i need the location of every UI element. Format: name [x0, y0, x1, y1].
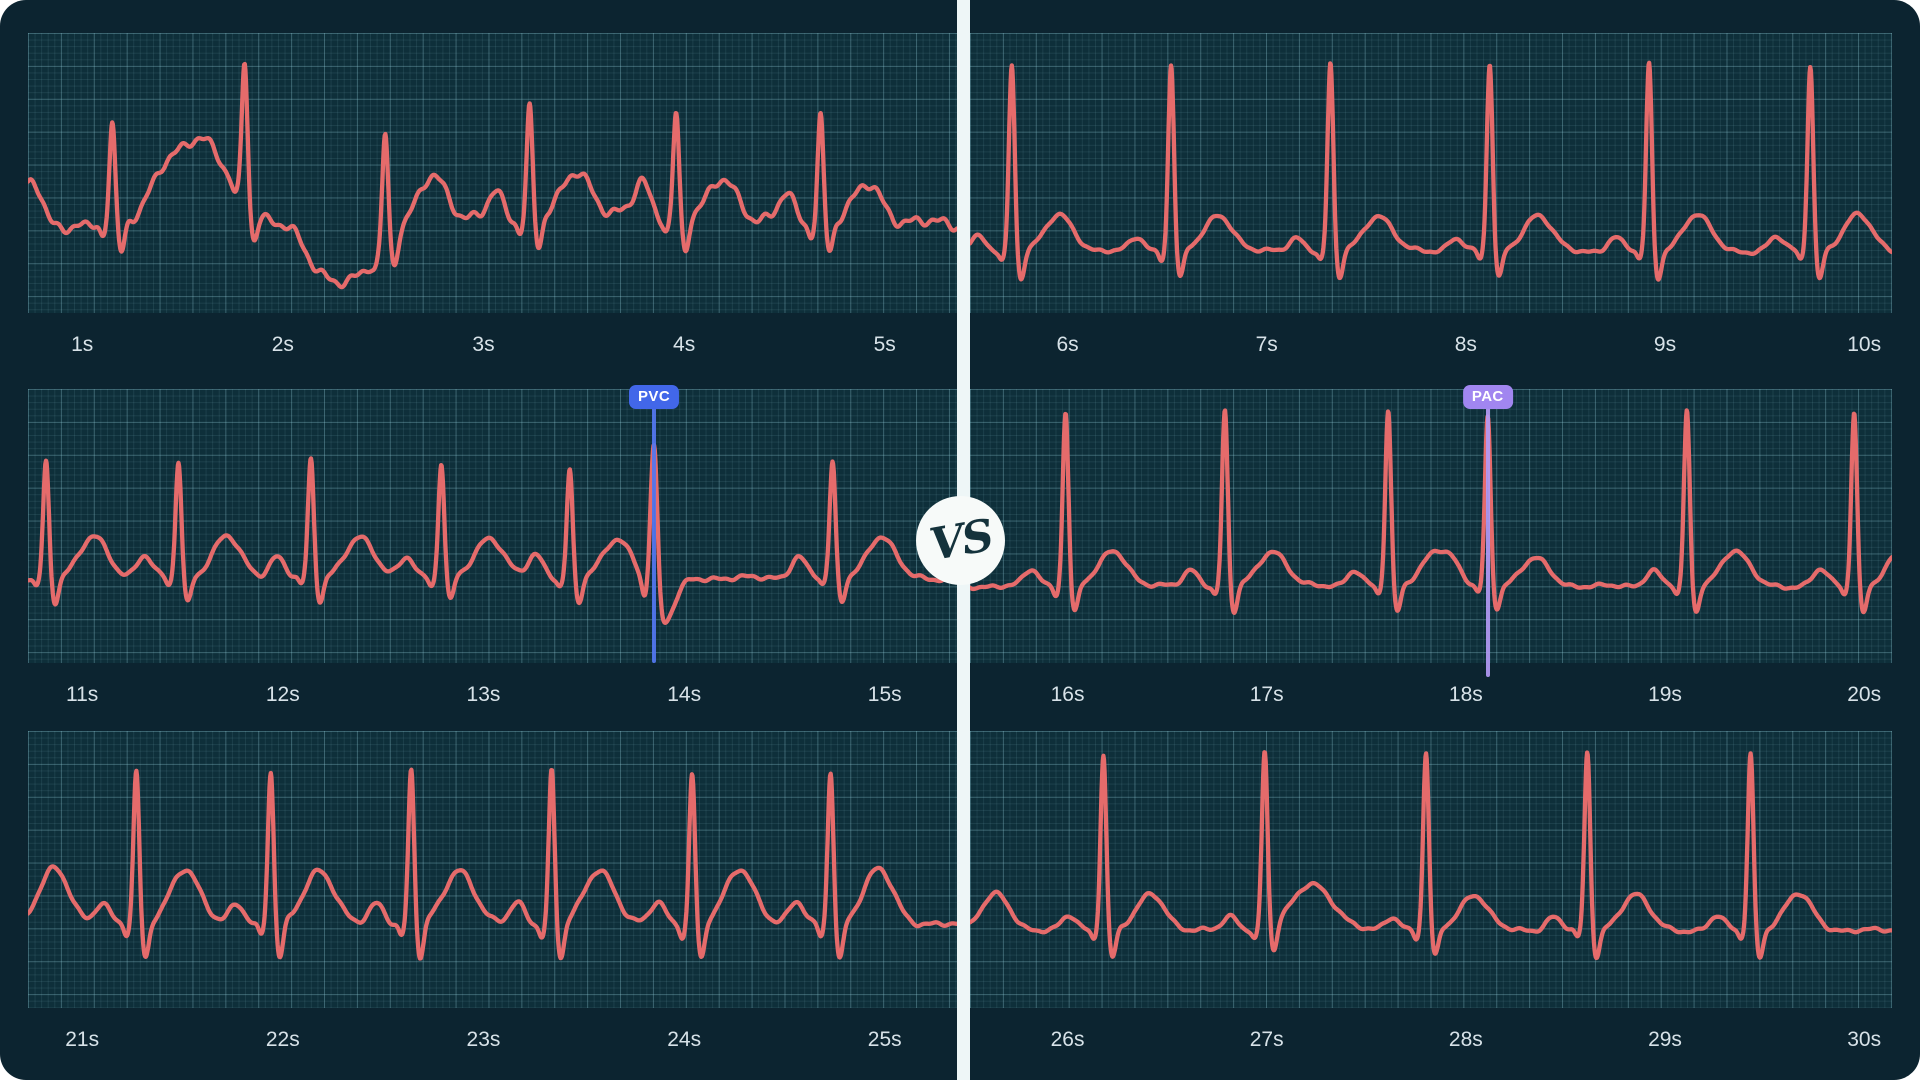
ecg-waveform — [28, 61, 957, 290]
time-tick-label: 14s — [667, 683, 702, 706]
time-tick-label: 27s — [1249, 1028, 1284, 1051]
ecg-strip-middle-left: PVC 11s 12s 13s 14s 15s — [28, 385, 957, 706]
time-tick-label: 15s — [867, 683, 902, 706]
time-tick-label: 13s — [466, 683, 501, 706]
pvc-marker-line — [652, 396, 657, 663]
time-tick-label: 19s — [1648, 683, 1682, 706]
time-tick-label: 18s — [1448, 683, 1483, 706]
time-tick-label: 30s — [1847, 1028, 1882, 1051]
time-tick-label: 7s — [1255, 333, 1278, 356]
time-tick-label: 28s — [1448, 1028, 1483, 1051]
time-tick-label: 17s — [1249, 683, 1284, 706]
ecg-grid-panel: PAC — [970, 385, 1892, 677]
ecg-waveform — [28, 767, 957, 961]
ecg-strip-middle-right: PAC 16s 17s 18s 19s 20s — [970, 385, 1892, 706]
vs-badge: VS — [916, 496, 1005, 585]
time-tick-label: 24s — [667, 1028, 702, 1051]
ecg-strip-bottom-right: 26s 27s 28s 29s 30s — [970, 731, 1892, 1051]
ecg-waveform — [970, 750, 1892, 961]
time-tick-label: 12s — [265, 683, 300, 706]
vs-text: VS — [925, 510, 996, 571]
time-tick-label: 2s — [271, 333, 294, 356]
ecg-trace-path — [28, 61, 957, 290]
ecg-trace-path — [28, 443, 957, 625]
time-tick-label: 16s — [1050, 683, 1085, 706]
time-tick-label: 20s — [1847, 683, 1882, 706]
time-tick-label: 21s — [65, 1028, 100, 1051]
ecg-waveform — [970, 60, 1892, 282]
ecg-strip-top-right: 6s 7s 8s 9s 10s — [970, 33, 1892, 356]
ecg-waveform — [28, 443, 957, 625]
time-axis: 21s 22s 23s 24s 25s — [28, 1026, 957, 1054]
ecg-grid-panel — [28, 731, 957, 1008]
time-tick-label: 9s — [1653, 333, 1677, 356]
time-tick-label: 25s — [867, 1028, 902, 1051]
time-tick-label: 26s — [1050, 1028, 1085, 1051]
pvc-label-chip[interactable]: PVC — [629, 385, 680, 409]
time-tick-label: 1s — [71, 333, 94, 356]
time-axis: 6s 7s 8s 9s 10s — [970, 331, 1892, 359]
time-axis: 16s 17s 18s 19s 20s — [970, 681, 1892, 709]
time-tick-label: 4s — [673, 333, 696, 356]
pac-label-chip[interactable]: PAC — [1462, 385, 1513, 409]
ecg-trace-path — [970, 750, 1892, 961]
time-tick-label: 5s — [873, 333, 896, 356]
ecg-strip-bottom-left: 21s 22s 23s 24s 25s — [28, 731, 957, 1051]
ecg-grid-panel: PVC — [28, 385, 957, 663]
time-tick-label: 23s — [466, 1028, 501, 1051]
ecg-trace-path — [28, 767, 957, 961]
time-tick-label: 8s — [1454, 333, 1477, 356]
time-axis: 11s 12s 13s 14s 15s — [28, 681, 957, 709]
ecg-strip-top-left: 1s 2s 3s 4s 5s — [28, 33, 957, 356]
time-tick-label: 29s — [1648, 1028, 1682, 1051]
time-tick-label: 3s — [472, 333, 495, 356]
ecg-grid-panel — [970, 731, 1892, 1008]
ecg-trace-path — [970, 408, 1892, 615]
time-axis: 26s 27s 28s 29s 30s — [970, 1026, 1892, 1054]
time-tick-label: 10s — [1847, 333, 1882, 356]
ecg-grid-panel — [970, 33, 1892, 313]
time-axis: 1s 2s 3s 4s 5s — [28, 331, 957, 359]
ecg-waveform — [970, 408, 1892, 615]
ecg-trace-path — [970, 60, 1892, 282]
time-tick-label: 22s — [265, 1028, 300, 1051]
ecg-grid-panel — [28, 33, 957, 313]
pac-marker-line — [1485, 396, 1490, 677]
time-tick-label: 11s — [66, 683, 99, 706]
time-tick-label: 6s — [1056, 333, 1079, 356]
